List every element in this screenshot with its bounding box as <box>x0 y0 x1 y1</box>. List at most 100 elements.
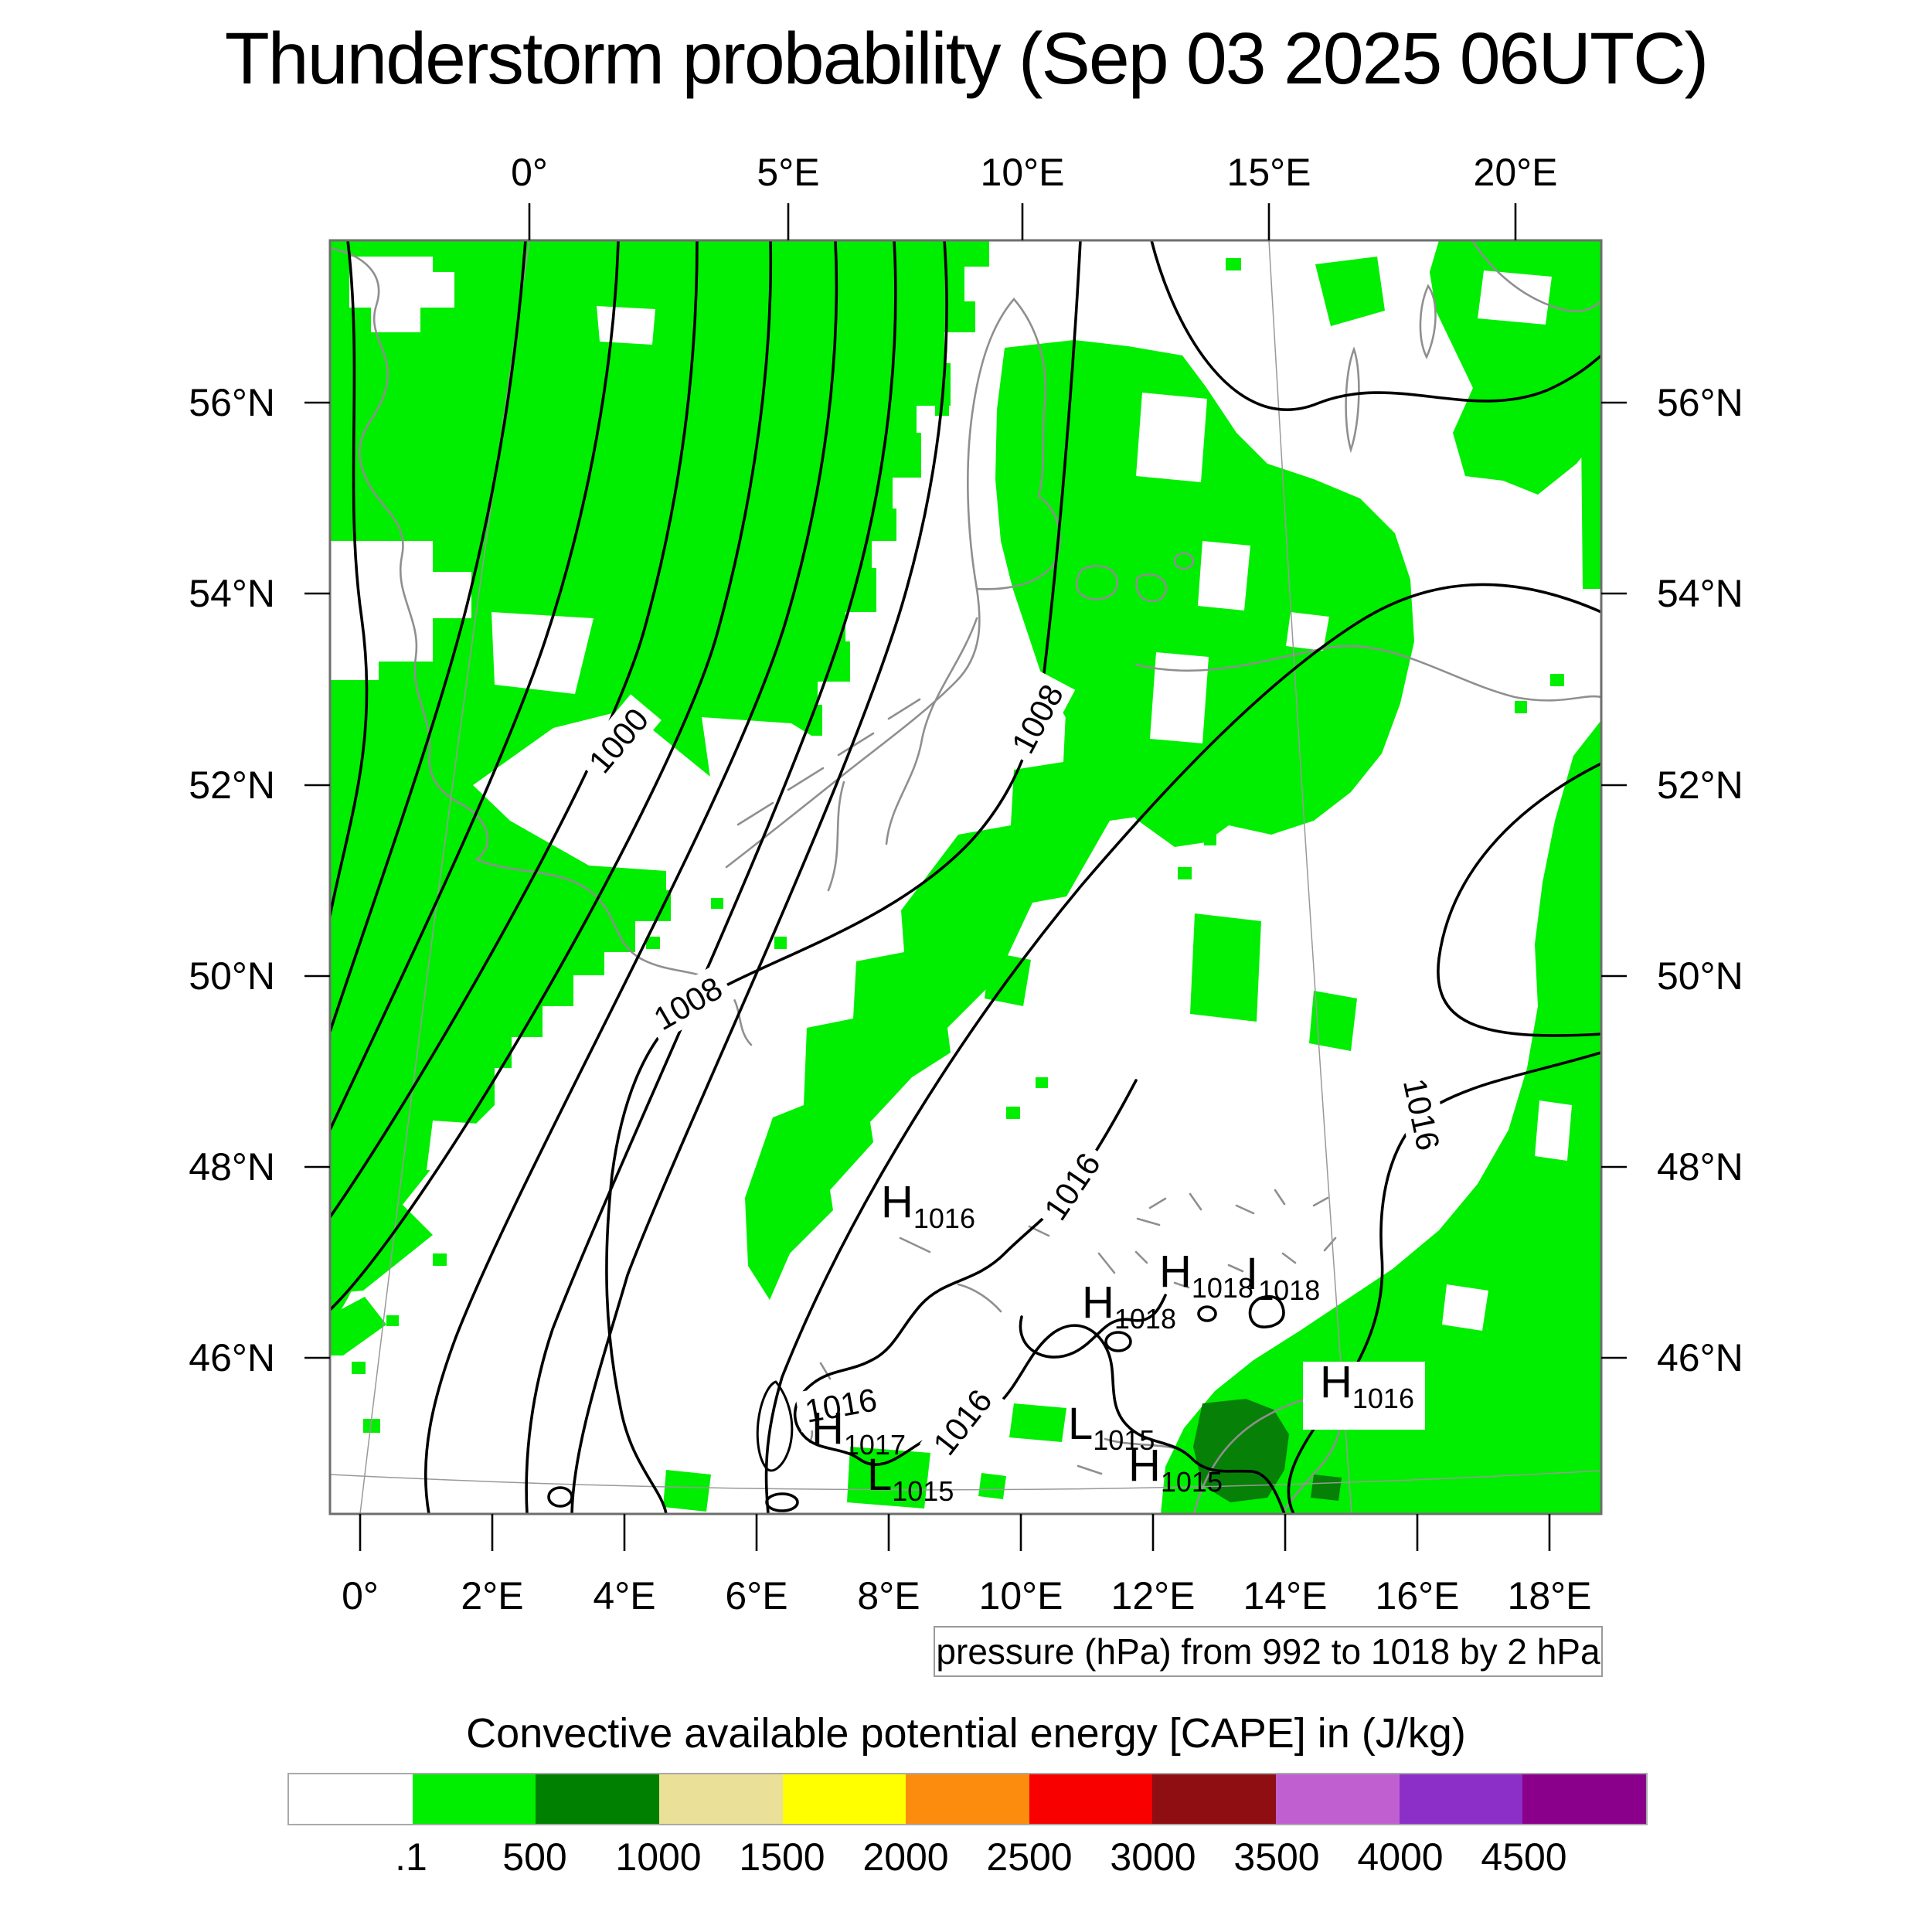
cape-region-northeast-patch <box>1315 257 1385 326</box>
isobar-label-box <box>920 1375 1005 1469</box>
cape-colorbar-cell <box>289 1774 413 1824</box>
left-axis-label: 52°N <box>189 764 275 807</box>
cape-colorbar-tick-label: 4500 <box>1481 1835 1567 1879</box>
bottom-axis-label: 12°E <box>1111 1574 1196 1617</box>
bottom-axis-label: 4°E <box>593 1574 655 1617</box>
isobar-contour <box>423 240 838 1514</box>
cape-colorbar-tick-label: 1000 <box>615 1835 702 1879</box>
left-axis-label: 54°N <box>189 572 275 615</box>
cape-colorbar-tick-label: 2500 <box>986 1835 1073 1879</box>
cape-colorbar-cell <box>412 1774 536 1824</box>
cape-region-northeast <box>1430 240 1601 495</box>
isobar-closed-loop <box>547 1486 573 1508</box>
pressure-center-value: 1018 <box>1258 1274 1320 1306</box>
pressure-caption-text: pressure (hPa) from 992 to 1018 by 2 hPa <box>936 1631 1600 1672</box>
coastline-layer <box>331 240 1601 1514</box>
isobar-label-box <box>998 671 1076 767</box>
top-axis-label: 0° <box>511 151 548 194</box>
pressure-center-value: 1018 <box>1114 1303 1176 1335</box>
cape-colorbar-cell <box>1029 1774 1153 1824</box>
cape-colorbar-cell <box>782 1774 906 1824</box>
pressure-center-text: H1016 <box>1320 1357 1414 1414</box>
pressure-center-value: 1015 <box>1093 1424 1155 1456</box>
pressure-center: H1016 <box>1303 1357 1425 1430</box>
cape-colorbar-cell <box>906 1774 1029 1824</box>
isobar-contour <box>330 240 527 1033</box>
cape-speckles <box>352 257 1564 1433</box>
pressure-center-box <box>1303 1362 1425 1430</box>
map-frame <box>328 239 1603 1515</box>
cape-colorbar-cell <box>1522 1774 1647 1824</box>
right-axis-label: 52°N <box>1657 764 1743 807</box>
cape-patch-south2 <box>1009 1403 1066 1442</box>
isobar-closed-loop <box>1248 1294 1285 1328</box>
cape-colorbar <box>287 1773 1648 1825</box>
pressure-center-value: 1017 <box>844 1429 906 1461</box>
pressure-center-value: 1015 <box>892 1475 954 1507</box>
cape-colorbar-cell <box>536 1774 659 1824</box>
bottom-axis-label: 6°E <box>725 1574 787 1617</box>
isobar-contour <box>330 240 699 1219</box>
isobar-contour-1008 <box>605 240 1082 1514</box>
cape-colorbar-cell <box>1276 1774 1400 1824</box>
isobar-closed-loop <box>1104 1331 1132 1352</box>
isobar-layer <box>330 240 1601 1514</box>
cape-region-central-band <box>745 609 1187 1300</box>
isobar-label-box <box>794 1377 887 1433</box>
top-axis-label: 15°E <box>1227 151 1311 194</box>
pressure-center-value: 1016 <box>1352 1383 1414 1414</box>
cape-colorbar-cell <box>1399 1774 1523 1824</box>
cape-colorbar-tick-label: .1 <box>395 1835 427 1879</box>
left-axis-label: 50°N <box>189 954 275 998</box>
pressure-center-text: H1017 <box>811 1403 906 1461</box>
colorbar-title: Convective available potential energy [C… <box>466 1710 1466 1757</box>
left-axis-label: 48°N <box>189 1145 275 1189</box>
cape-colorbar-tick-label: 2000 <box>862 1835 949 1879</box>
page-title: Thunderstorm probability (Sep 03 2025 06… <box>224 18 1709 100</box>
axis-layer: 0° 5°E 10°E 15°E 20°E0° 2°E 4°E 6°E 8°E 10°E 12°E 1… <box>189 151 1743 1617</box>
pressure-center-value: 1016 <box>913 1202 975 1234</box>
cape-colorbar-tick-label: 3000 <box>1110 1835 1196 1879</box>
cape-patch-midright <box>1190 913 1261 1022</box>
isobar-label-box <box>575 694 662 787</box>
isobar-closed-loop <box>1197 1305 1217 1322</box>
isobar-contour <box>1150 240 1601 411</box>
pressure-center-value: 1015 <box>1161 1466 1223 1498</box>
left-axis-label: 46°N <box>189 1336 275 1379</box>
cape-colorbar-labels: .1 500 1000 1500 2000 2500 3000 3500 4000 4500 <box>287 1835 1648 1881</box>
top-axis-label: 5°E <box>757 151 819 194</box>
top-axis-label: 20°E <box>1474 151 1558 194</box>
right-axis-label: 56°N <box>1657 381 1743 424</box>
left-axis-label: 56°N <box>189 381 275 424</box>
cape-colorbar-tick-label: 3500 <box>1233 1835 1320 1879</box>
cape-region-southeast <box>1161 720 1601 1514</box>
isobar-contour <box>525 240 897 1514</box>
isobar-contour <box>570 240 948 1514</box>
isobar-contour <box>330 240 773 1311</box>
isobar-contour <box>1437 762 1601 1037</box>
pressure-center: H1017 <box>811 1403 906 1461</box>
isobar-closed-loop <box>765 1492 799 1512</box>
bottom-axis-label: 16°E <box>1376 1574 1460 1617</box>
cape-shading-layer <box>330 240 1601 1514</box>
bottom-axis-label: 14°E <box>1243 1574 1328 1617</box>
right-axis-label: 48°N <box>1657 1145 1743 1189</box>
isobar-label-box <box>1393 1067 1451 1162</box>
graticule-parallel-45N <box>330 1470 1601 1491</box>
bottom-axis-label: 2°E <box>461 1574 523 1617</box>
cape-colorbar-tick-label: 500 <box>502 1835 567 1879</box>
isobar-contour <box>1019 1294 1167 1359</box>
pressure-caption-box: pressure (hPa) from 992 to 1018 by 2 hPa <box>934 1626 1603 1677</box>
cape-colorbar-cell <box>1152 1774 1277 1824</box>
isobar-contour-1016-east <box>1287 1051 1601 1514</box>
bottom-axis-label: 18°E <box>1508 1574 1592 1617</box>
island-outline-corsica <box>756 1380 794 1472</box>
cape-colorbar-tick-label: 4000 <box>1357 1835 1444 1879</box>
cape-patch-south4 <box>663 1470 711 1512</box>
cape-band-left2 <box>330 1297 386 1355</box>
cape-colorbar-cell <box>658 1774 783 1824</box>
bottom-axis-label: 10°E <box>979 1574 1063 1617</box>
